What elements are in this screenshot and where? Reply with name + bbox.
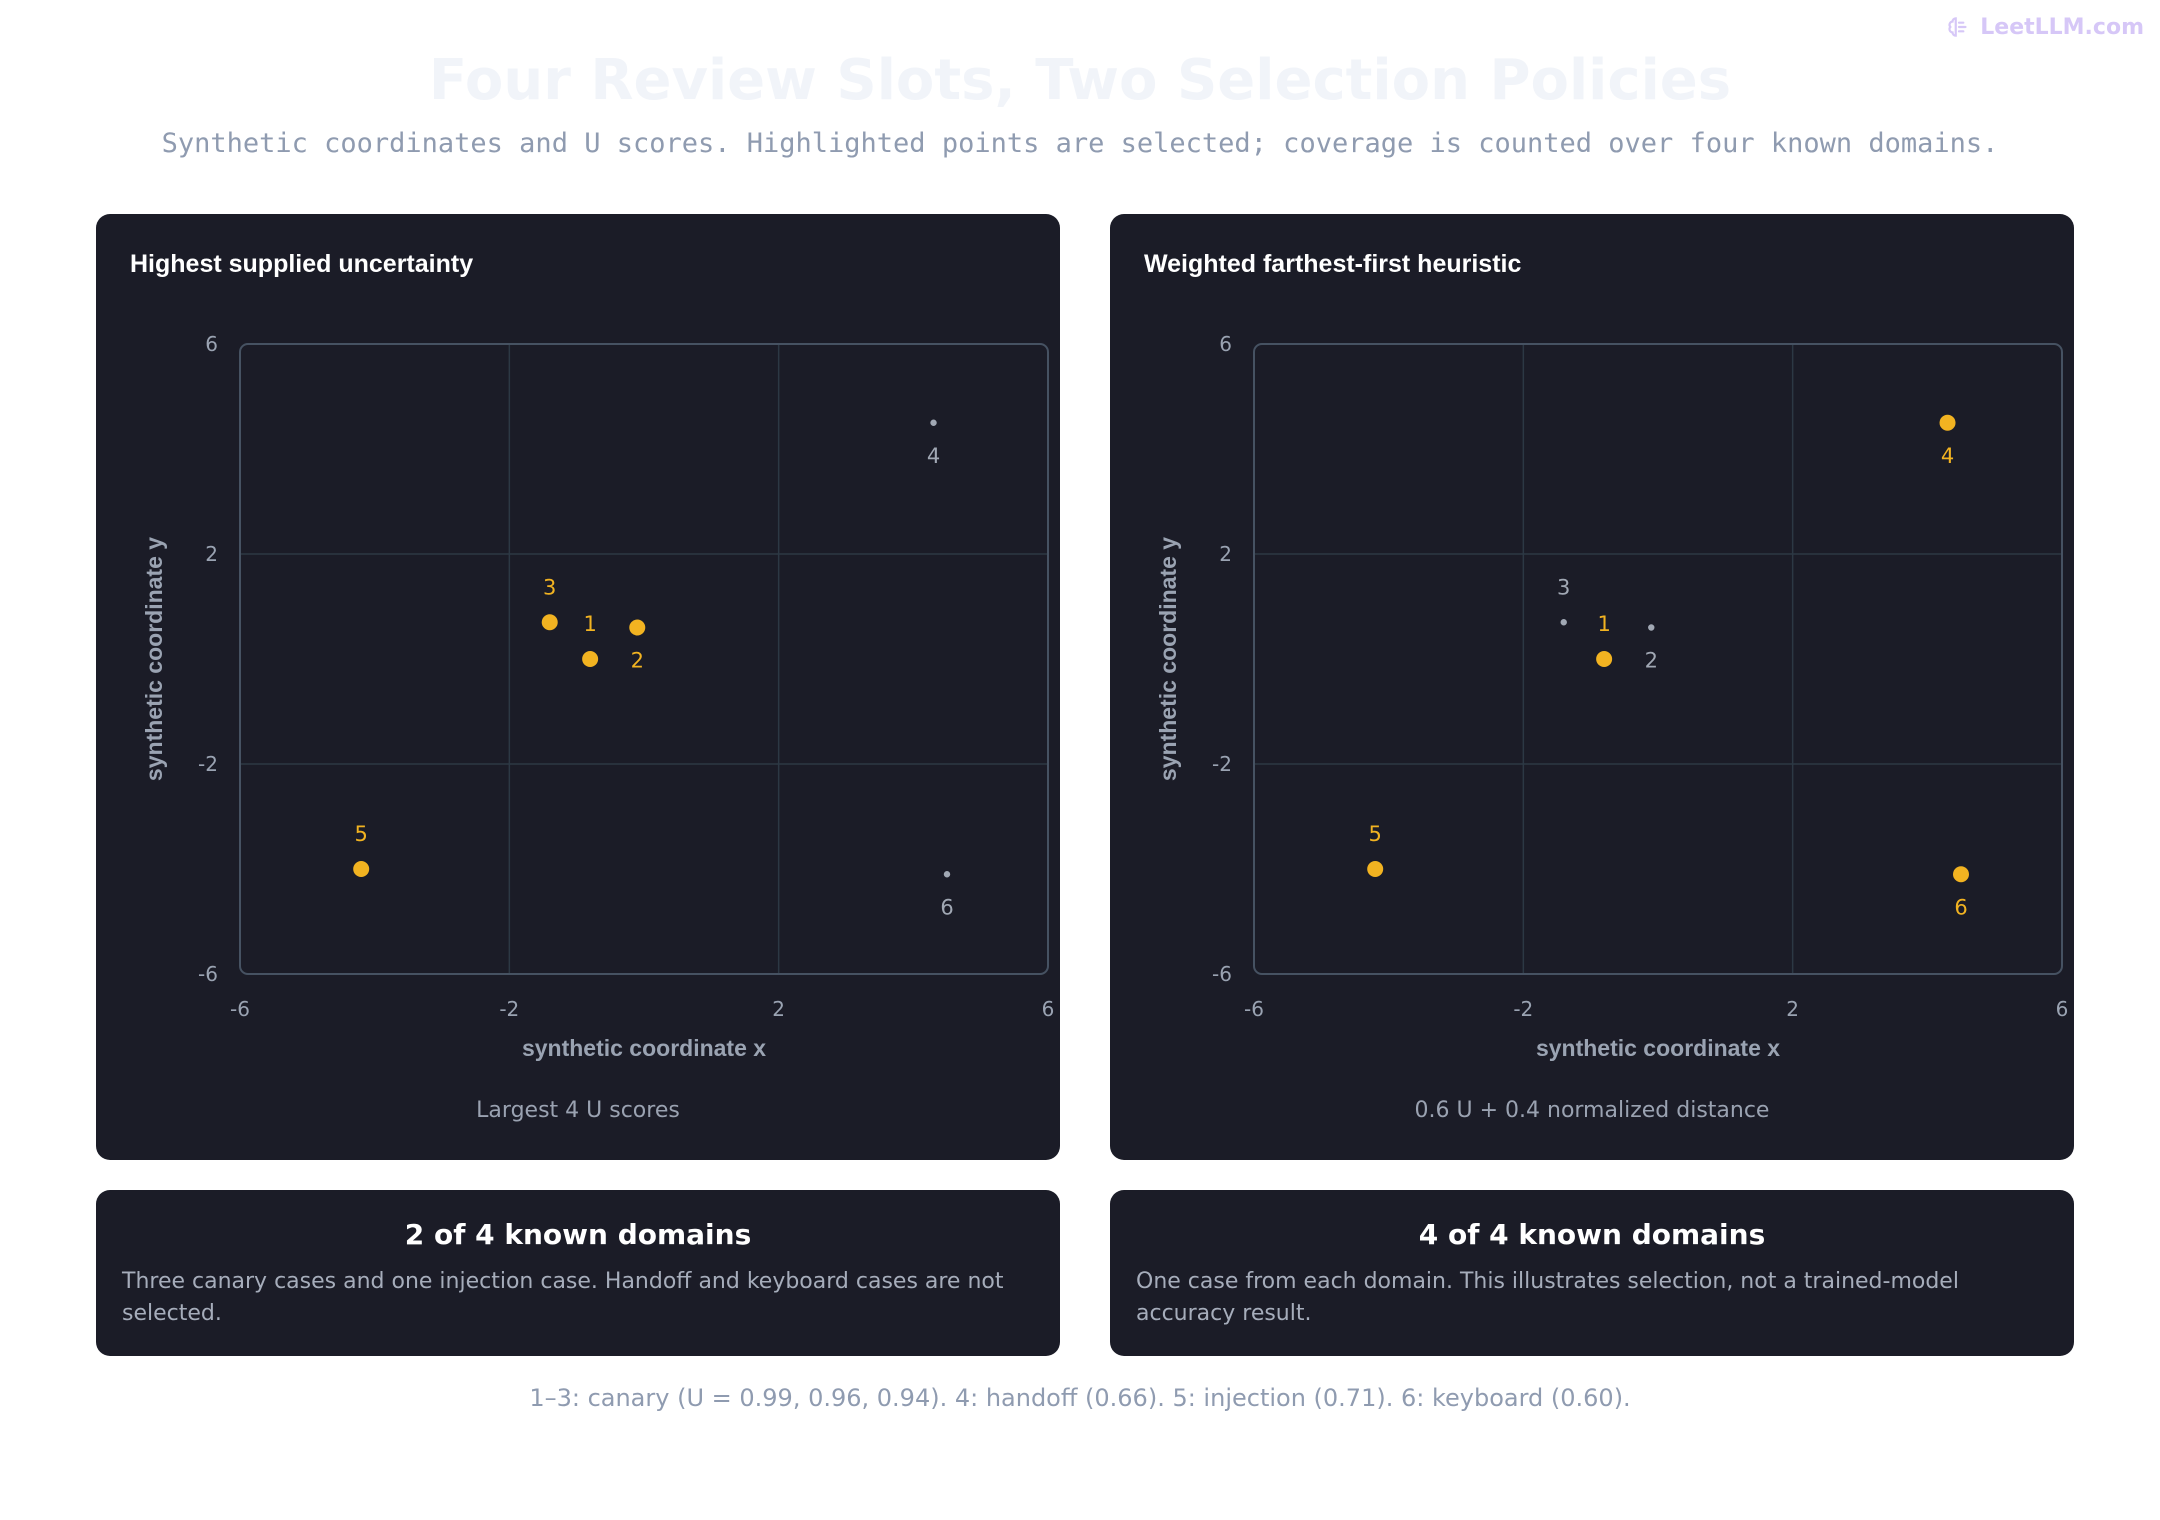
y-tick-label: -2 — [1212, 752, 1232, 776]
chart-title: Weighted farthest-first heuristic — [1144, 250, 1522, 278]
result-card-farthest-first: 4 of 4 known domains One case from each … — [1110, 1190, 2074, 1356]
chart-panel-farthest-first: Weighted farthest-first heuristic -6 -2 2 6… — [1110, 214, 2074, 1160]
footer-legend: 1–3: canary (U = 0.99, 0.96, 0.94). 4: h… — [529, 1384, 1631, 1412]
y-axis-label: synthetic coordinate y — [141, 537, 167, 781]
data-point-2 — [629, 619, 646, 636]
y-tick-label: 2 — [205, 542, 218, 566]
result-body: One case from each domain. This illustra… — [1136, 1269, 1959, 1326]
y-tick-label: 6 — [205, 332, 218, 356]
data-point-4 — [930, 419, 937, 426]
point-label-5: 5 — [1369, 822, 1382, 846]
point-label-3: 3 — [543, 575, 556, 599]
data-point-3 — [1560, 619, 1567, 626]
x-tick-label: 2 — [772, 997, 785, 1021]
data-point-5 — [1367, 861, 1384, 877]
data-point-5 — [353, 861, 370, 877]
point-label-6: 6 — [940, 895, 953, 919]
y-tick-label: -2 — [198, 752, 218, 776]
point-label-2: 2 — [1645, 649, 1658, 673]
x-tick-label: 6 — [2056, 997, 2069, 1021]
result-body: Three canary cases and one injection cas… — [122, 1269, 1004, 1326]
point-label-2: 2 — [631, 649, 644, 673]
y-axis-label: synthetic coordinate y — [1155, 537, 1181, 781]
y-tick-label: -6 — [1212, 962, 1232, 986]
chart-caption: Largest 4 U scores — [476, 1098, 680, 1123]
x-tick-label: 6 — [1042, 997, 1055, 1021]
scatter-plot-uncertainty: -6 -2 2 6 -6 -2 2 6 synthetic coordinate x synthe… — [141, 332, 1055, 1061]
data-point-1 — [582, 651, 599, 667]
y-tick-label: -6 — [198, 962, 218, 986]
brain-icon — [1948, 17, 1967, 37]
result-title: 2 of 4 known domains — [404, 1218, 752, 1251]
data-point-3 — [541, 614, 558, 631]
result-card-uncertainty: 2 of 4 known domains Three canary cases … — [96, 1190, 1060, 1356]
x-tick-label: -2 — [1513, 997, 1533, 1021]
point-label-3: 3 — [1557, 575, 1570, 599]
point-label-4: 4 — [927, 444, 940, 468]
data-point-6 — [1953, 866, 1969, 883]
result-title: 4 of 4 known domains — [1418, 1218, 1766, 1251]
x-axis-label: synthetic coordinate x — [522, 1035, 766, 1061]
y-tick-label: 2 — [1219, 542, 1232, 566]
data-point-1 — [1596, 651, 1613, 667]
point-label-1: 1 — [583, 612, 596, 636]
chart-caption: 0.6 U + 0.4 normalized distance — [1414, 1098, 1770, 1123]
plot-frame — [1253, 343, 2063, 975]
brand-logo[interactable]: LeetLLM.com — [1946, 14, 2144, 40]
y-tick-label: 6 — [1219, 332, 1232, 356]
point-label-5: 5 — [355, 822, 368, 846]
scatter-plot-farthest-first: -6 -2 2 6 -6 -2 2 6 synthetic coordinate x synthe… — [1155, 332, 2069, 1061]
data-point-2 — [1648, 624, 1655, 631]
point-label-6: 6 — [1954, 895, 1967, 919]
plot-frame — [239, 343, 1049, 975]
point-label-4: 4 — [1941, 444, 1954, 468]
x-tick-label: -6 — [230, 997, 250, 1021]
chart-panel-uncertainty: Highest supplied uncertainty -6 -2 2 6 -6 -2 2… — [96, 214, 1060, 1160]
x-tick-label: -6 — [1244, 997, 1264, 1021]
x-tick-label: 2 — [1786, 997, 1799, 1021]
page-subtitle: Synthetic coordinates and U scores. High… — [161, 128, 1999, 159]
brand-name: LeetLLM.com — [1980, 14, 2144, 40]
data-point-4 — [1939, 414, 1956, 431]
x-axis-label: synthetic coordinate x — [1536, 1035, 1780, 1061]
x-tick-label: -2 — [499, 997, 519, 1021]
data-point-6 — [943, 871, 951, 878]
chart-title: Highest supplied uncertainty — [130, 250, 474, 278]
page-title: Four Review Slots, Two Selection Policie… — [428, 48, 1732, 113]
point-label-1: 1 — [1597, 612, 1610, 636]
